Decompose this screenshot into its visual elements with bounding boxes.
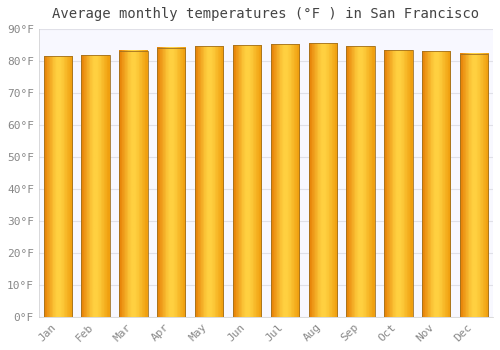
Bar bbox=[119, 51, 148, 317]
Bar bbox=[44, 56, 72, 317]
Bar bbox=[233, 45, 261, 317]
Bar bbox=[157, 48, 186, 317]
Bar bbox=[270, 44, 299, 317]
Bar bbox=[384, 50, 412, 317]
Bar bbox=[460, 54, 488, 317]
Bar bbox=[308, 43, 337, 317]
Title: Average monthly temperatures (°F ) in San Francisco: Average monthly temperatures (°F ) in Sa… bbox=[52, 7, 480, 21]
Bar bbox=[422, 51, 450, 317]
Bar bbox=[82, 55, 110, 317]
Bar bbox=[346, 46, 375, 317]
Bar bbox=[195, 46, 224, 317]
